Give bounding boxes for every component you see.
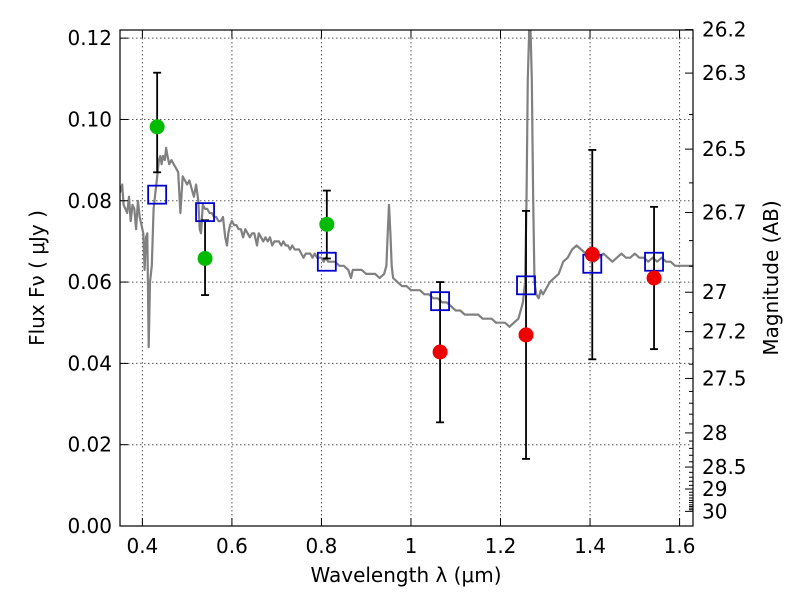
tick-labels: 0.4 0.6 0.8 1 1.2 1.4 1.6 0.00 0.02 0.04 0.06 0.08 0… [67, 18, 746, 558]
right-tick-label: 27.2 [702, 320, 747, 344]
x-tick-label: 0.8 [306, 534, 338, 558]
right-tick-label: 28.5 [702, 455, 747, 479]
right-tick-label: 26.3 [702, 61, 747, 85]
spectrum-series [120, 30, 693, 349]
y-tick-label: 0.04 [67, 351, 112, 375]
x-tick-label: 1.4 [574, 534, 606, 558]
right-tick-label: 26.5 [702, 137, 747, 161]
green-data-point [319, 216, 335, 232]
right-tick-label: 29 [702, 477, 727, 501]
red-data-point [432, 344, 448, 360]
y-tick-label: 0.00 [67, 514, 112, 538]
right-tick-label: 27.5 [702, 366, 747, 390]
right-tick-label: 27 [702, 280, 727, 304]
y-tick-label: 0.06 [67, 270, 112, 294]
model-square-marker [430, 291, 450, 312]
green-data-point [197, 250, 213, 266]
x-tick-label: 0.4 [126, 534, 158, 558]
y-tick-label: 0.08 [67, 189, 112, 213]
x-tick-label: 1 [405, 534, 418, 558]
right-tick-label: 26.2 [702, 18, 747, 42]
y-tick-label: 0.10 [67, 107, 112, 131]
red-data-point [518, 327, 534, 343]
x-tick-label: 1.6 [664, 534, 696, 558]
x-tick-label: 0.6 [216, 534, 248, 558]
right-tick-label: 26.7 [702, 201, 747, 225]
model-square-marker [316, 251, 337, 272]
y-tick-label: 0.02 [67, 433, 112, 457]
grid [120, 30, 693, 527]
axis-ticks [120, 29, 693, 527]
plot-frame [119, 29, 694, 527]
right-tick-label: 28 [702, 421, 727, 445]
red-data-point [646, 270, 662, 286]
model-square-marker [516, 275, 536, 296]
model-square-marker [147, 184, 168, 205]
y-axis-label: Flux Fν ( μJy ) [25, 210, 49, 346]
red-data-point [584, 246, 600, 262]
right-tick-label: 30 [702, 499, 727, 523]
x-tick-label: 1.2 [485, 534, 517, 558]
right-axis-label: Magnitude (AB) [759, 200, 783, 355]
model-square-marker [195, 202, 215, 223]
green-data-point [149, 119, 165, 135]
spectrum-line [120, 30, 693, 349]
y-tick-label: 0.12 [67, 26, 112, 50]
x-axis-label: Wavelength λ (μm) [310, 563, 501, 587]
markers [147, 119, 664, 360]
